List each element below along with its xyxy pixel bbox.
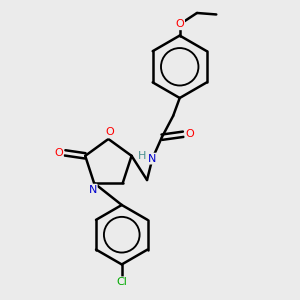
Text: N: N — [88, 184, 97, 195]
Text: Cl: Cl — [116, 277, 127, 287]
Text: N: N — [148, 154, 157, 164]
Text: O: O — [185, 129, 194, 139]
Text: H: H — [138, 151, 146, 160]
Text: O: O — [54, 148, 63, 158]
Text: O: O — [175, 19, 184, 29]
Text: O: O — [106, 128, 114, 137]
